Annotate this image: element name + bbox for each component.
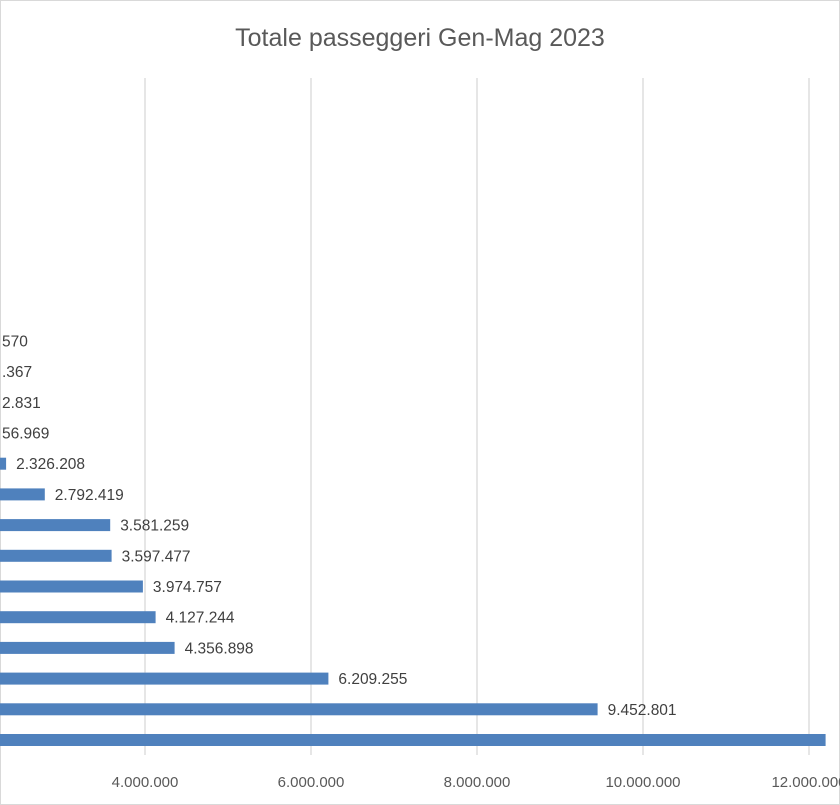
bar xyxy=(0,672,329,685)
bar-value-label: 3.597.477 xyxy=(122,548,191,565)
x-tick-label: 4.000.000 xyxy=(112,774,179,791)
bar xyxy=(0,488,45,501)
x-axis-ticks: 4.000.000 6.000.000 8.000.000 10.000.000 12.… xyxy=(112,774,840,791)
data-labels: 9.452.801 6.209.255 4.356.898 4.127.244 3.97… xyxy=(2,333,677,718)
bar xyxy=(0,703,598,716)
x-tick-label: 12.000.000 xyxy=(771,774,840,791)
bar-value-label: 2.831 xyxy=(2,395,41,412)
bar xyxy=(0,734,826,746)
bar xyxy=(0,641,175,654)
bar-value-label: 570 xyxy=(2,333,28,350)
bar-value-label: 2.792.419 xyxy=(55,487,124,504)
bar-value-label: 4.127.244 xyxy=(166,610,235,627)
x-tick-label: 8.000.000 xyxy=(444,774,511,791)
bar-value-label: 4.356.898 xyxy=(185,640,254,657)
bar xyxy=(0,580,143,593)
bar-value-label: 56.969 xyxy=(2,426,49,443)
bar xyxy=(0,549,112,562)
bar xyxy=(0,519,111,532)
bar-value-label: 6.209.255 xyxy=(338,671,407,688)
bar-value-label: 9.452.801 xyxy=(608,702,677,719)
bar-value-label: 2.326.208 xyxy=(16,456,85,473)
bar xyxy=(0,457,7,470)
chart-title: Totale passeggeri Gen-Mag 2023 xyxy=(235,24,605,52)
bar-value-label: 3.581.259 xyxy=(120,518,189,535)
bar-value-label: .367 xyxy=(2,364,32,381)
bar xyxy=(0,611,156,624)
bar-value-label: 3.974.757 xyxy=(153,579,222,596)
x-tick-label: 6.000.000 xyxy=(278,774,345,791)
bars xyxy=(0,457,826,746)
x-tick-label: 10.000.000 xyxy=(605,774,680,791)
